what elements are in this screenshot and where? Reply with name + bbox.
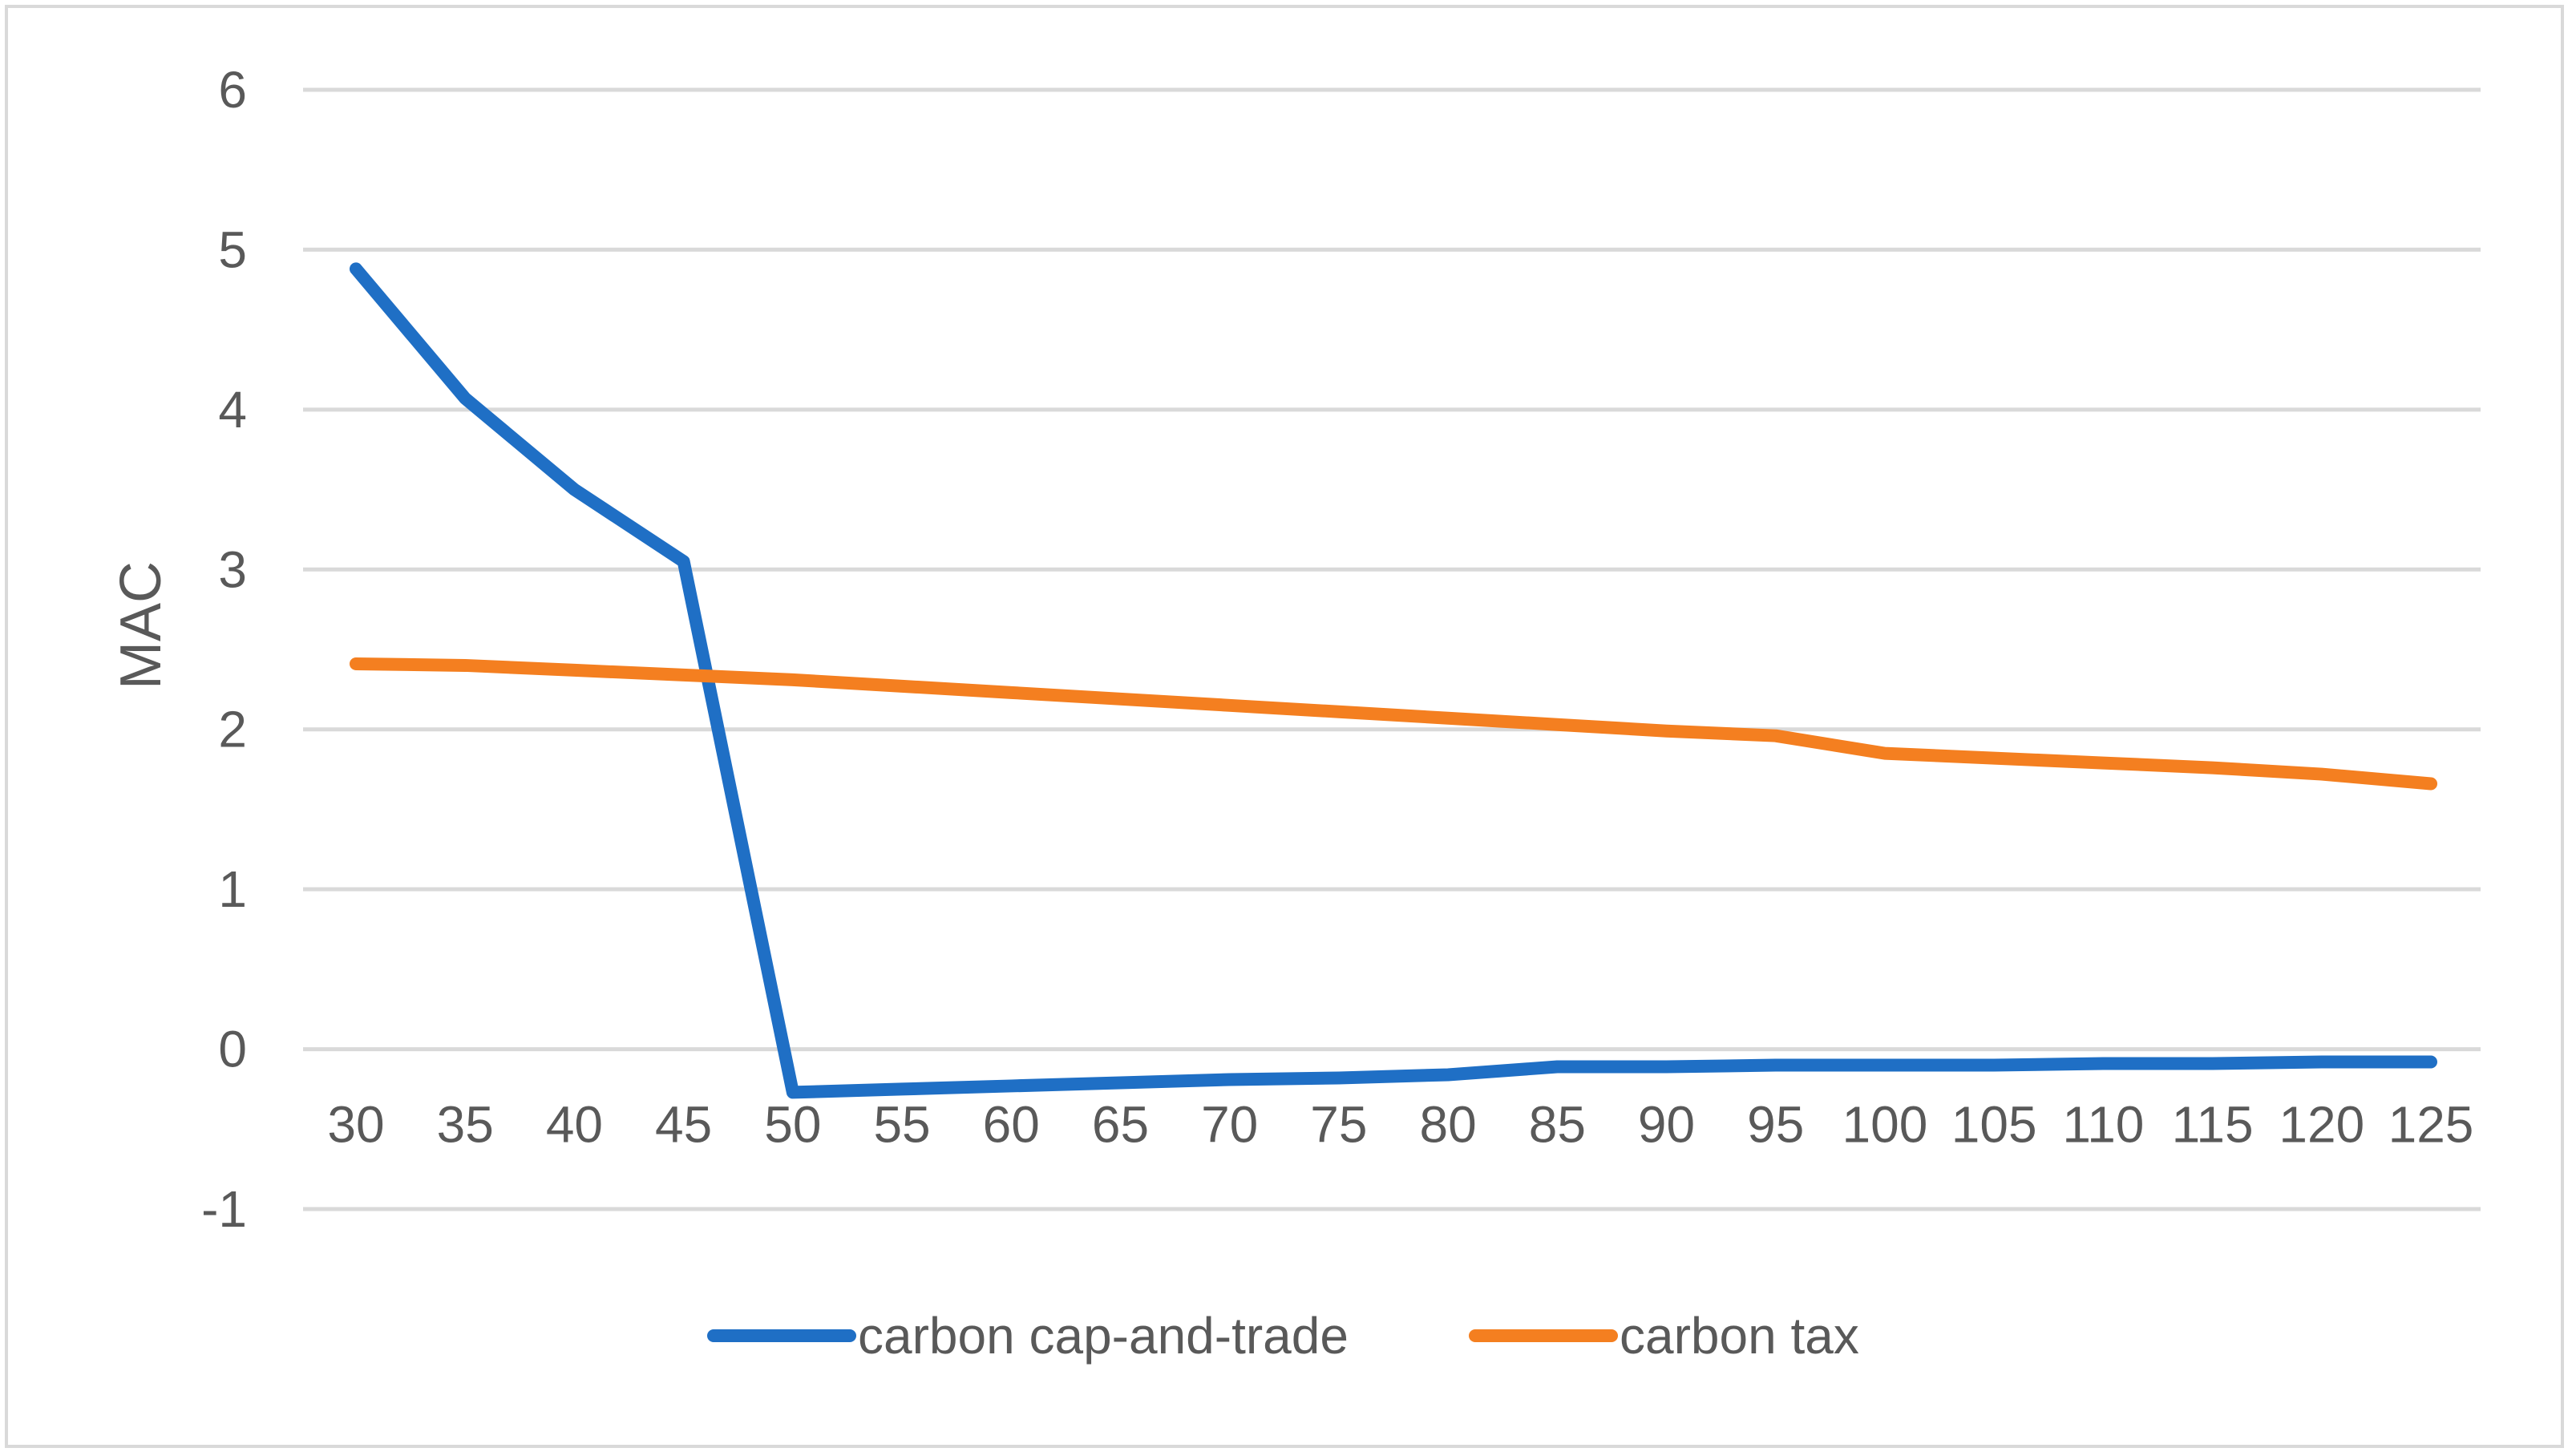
- x-tick-label: 45: [655, 1096, 712, 1154]
- y-tick-label: -1: [201, 1180, 247, 1238]
- series-line-carbon-tax: [350, 657, 2437, 791]
- x-tick-label: 105: [1951, 1096, 2037, 1154]
- x-tick-label: 30: [327, 1096, 384, 1154]
- series-line-carbon-cap-and-trade: [350, 262, 2437, 1099]
- y-tick-label: 2: [218, 701, 247, 758]
- gridlines: [303, 87, 2481, 1211]
- x-tick-label: 35: [437, 1096, 494, 1154]
- legend-label: carbon cap-and-trade: [858, 1307, 1349, 1365]
- x-tick-label: 75: [1310, 1096, 1367, 1154]
- y-axis-ticks: -1 0 1 2 3 4 5 6: [201, 61, 247, 1238]
- x-tick-label: 85: [1529, 1096, 1586, 1154]
- y-tick-label: 1: [218, 860, 247, 918]
- x-tick-label: 125: [2388, 1096, 2474, 1154]
- x-tick-label: 115: [2172, 1096, 2254, 1154]
- x-tick-label: 60: [983, 1096, 1040, 1154]
- x-tick-label: 70: [1201, 1096, 1258, 1154]
- legend-label: carbon tax: [1620, 1307, 1859, 1365]
- x-tick-label: 65: [1092, 1096, 1149, 1154]
- x-tick-label: 110: [2062, 1096, 2144, 1154]
- x-tick-label: 50: [764, 1096, 821, 1154]
- x-axis-ticks: 30 35 40 45 50 55 60 65 70 75 80 85 90 95 100 105 110 115…: [327, 1096, 2473, 1154]
- y-tick-label: 0: [218, 1021, 247, 1078]
- y-tick-label: 4: [218, 381, 247, 439]
- x-tick-label: 55: [873, 1096, 930, 1154]
- y-axis-title: MAC: [109, 561, 173, 690]
- x-tick-label: 90: [1638, 1096, 1695, 1154]
- series-lines: [350, 262, 2437, 1099]
- y-tick-label: 3: [218, 540, 247, 598]
- x-tick-label: 95: [1747, 1096, 1804, 1154]
- x-tick-label: 120: [2279, 1096, 2364, 1154]
- x-tick-label: 100: [1842, 1096, 1928, 1154]
- y-tick-label: 5: [218, 220, 247, 278]
- y-tick-label: 6: [218, 61, 247, 119]
- x-tick-label: 80: [1420, 1096, 1477, 1154]
- x-tick-label: 40: [546, 1096, 603, 1154]
- legend: carbon cap-and-trade carbon tax: [707, 1307, 1859, 1365]
